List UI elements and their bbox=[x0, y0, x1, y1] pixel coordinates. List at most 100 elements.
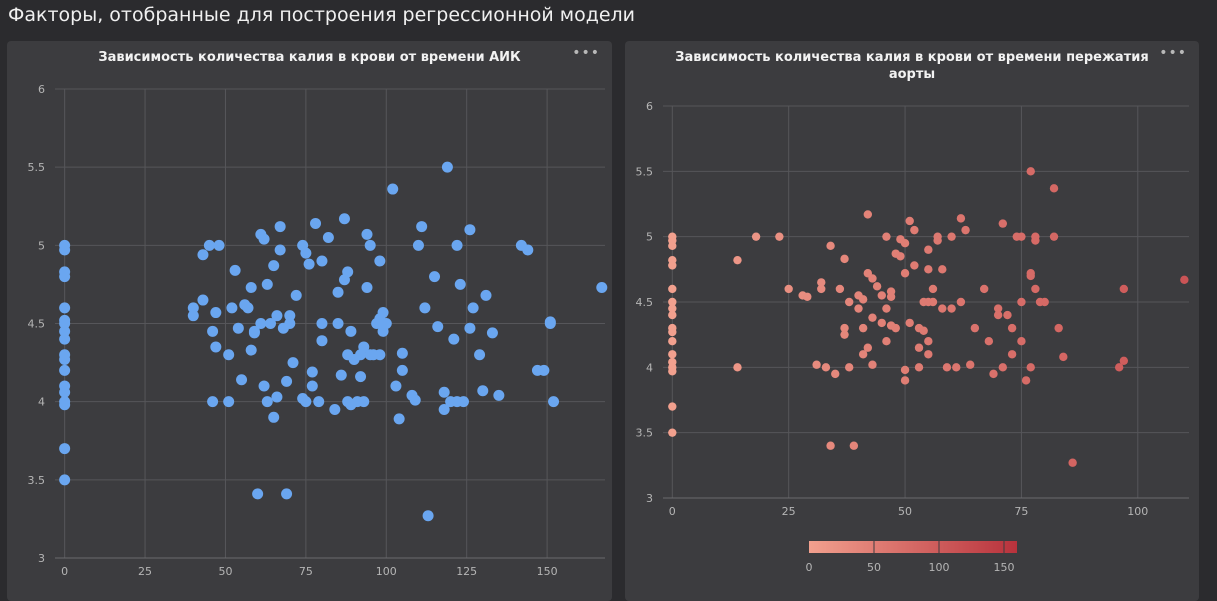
data-point bbox=[207, 396, 219, 408]
data-point bbox=[396, 347, 408, 359]
data-point bbox=[863, 210, 873, 219]
data-point bbox=[342, 266, 354, 278]
data-point bbox=[784, 284, 793, 294]
data-point bbox=[956, 214, 966, 223]
color-scale-tick-label: 0 bbox=[806, 561, 813, 574]
data-point bbox=[868, 360, 877, 369]
data-point bbox=[775, 232, 784, 241]
more-options-icon[interactable]: ••• bbox=[1159, 45, 1187, 61]
scatter-chart-clamp: 3 3.5 4 4.5 5 5.5 6 0 25 50 75 100 0 50 100 150 bbox=[636, 100, 1189, 574]
data-point bbox=[464, 224, 476, 236]
data-point bbox=[474, 349, 486, 361]
data-point bbox=[668, 284, 677, 294]
data-point bbox=[840, 323, 849, 333]
data-point bbox=[432, 321, 444, 333]
data-point bbox=[858, 323, 868, 333]
x-tick-label: 75 bbox=[299, 565, 313, 578]
data-point bbox=[933, 236, 942, 245]
x-tick-label: 25 bbox=[138, 565, 152, 578]
data-point bbox=[803, 292, 812, 301]
y-tick-label: 5 bbox=[646, 231, 653, 244]
data-point bbox=[300, 247, 312, 259]
data-point bbox=[59, 325, 71, 337]
data-point bbox=[668, 297, 677, 307]
data-point bbox=[290, 289, 302, 301]
data-point bbox=[416, 221, 428, 233]
data-point bbox=[919, 326, 928, 335]
data-point bbox=[197, 249, 209, 261]
data-point bbox=[271, 391, 283, 403]
data-point bbox=[877, 291, 886, 300]
data-point bbox=[910, 261, 919, 270]
data-point bbox=[1114, 363, 1124, 372]
data-point bbox=[1119, 356, 1129, 365]
data-point bbox=[284, 318, 296, 329]
data-point bbox=[882, 337, 891, 346]
data-point bbox=[223, 349, 235, 361]
color-scale-tick-label: 150 bbox=[994, 561, 1015, 574]
data-point bbox=[438, 403, 450, 415]
x-tick-label: 50 bbox=[898, 505, 912, 518]
data-point bbox=[332, 286, 344, 298]
data-point bbox=[668, 304, 677, 313]
data-point bbox=[59, 244, 71, 256]
data-point bbox=[961, 225, 970, 235]
data-point bbox=[480, 289, 492, 301]
data-point bbox=[355, 371, 367, 383]
data-point bbox=[338, 213, 350, 225]
data-point bbox=[989, 369, 998, 379]
y-tick-label: 4.5 bbox=[636, 296, 654, 309]
data-point bbox=[1031, 284, 1040, 294]
data-point bbox=[59, 364, 71, 376]
data-point bbox=[538, 364, 550, 376]
data-point bbox=[438, 386, 450, 398]
data-point bbox=[1049, 184, 1059, 193]
data-point bbox=[213, 239, 225, 251]
data-point bbox=[947, 304, 956, 313]
more-options-icon[interactable]: ••• bbox=[572, 45, 600, 61]
data-point bbox=[345, 325, 357, 337]
data-point bbox=[668, 261, 677, 270]
data-point bbox=[826, 441, 835, 450]
data-point bbox=[187, 310, 199, 322]
data-point bbox=[1017, 297, 1026, 307]
data-point bbox=[316, 255, 328, 267]
y-tick-label: 5.5 bbox=[636, 165, 654, 178]
data-point bbox=[1021, 376, 1031, 385]
data-point bbox=[274, 221, 286, 233]
data-point bbox=[258, 380, 270, 392]
y-tick-label: 4 bbox=[38, 396, 45, 409]
data-point bbox=[486, 327, 498, 339]
data-point bbox=[448, 333, 460, 345]
data-point bbox=[361, 228, 373, 240]
data-point bbox=[668, 310, 677, 320]
data-point bbox=[419, 302, 431, 314]
data-point bbox=[928, 284, 938, 294]
data-point bbox=[900, 376, 910, 385]
data-point bbox=[409, 394, 421, 406]
y-tick-label: 6 bbox=[646, 100, 653, 113]
data-point bbox=[281, 488, 293, 500]
data-point bbox=[454, 278, 466, 290]
data-point bbox=[924, 337, 933, 346]
data-point bbox=[255, 318, 267, 329]
data-point bbox=[59, 333, 71, 345]
data-point bbox=[210, 341, 222, 353]
data-point bbox=[868, 274, 877, 283]
data-point bbox=[1017, 232, 1026, 241]
data-point bbox=[268, 411, 280, 423]
data-point bbox=[358, 341, 370, 353]
data-point bbox=[377, 307, 389, 319]
data-point bbox=[390, 380, 402, 392]
page-title: Факторы, отобранные для построения регре… bbox=[8, 4, 636, 26]
data-point bbox=[928, 297, 938, 307]
data-point bbox=[303, 258, 315, 270]
data-point bbox=[868, 313, 877, 322]
data-point bbox=[236, 374, 248, 386]
data-point bbox=[751, 232, 761, 241]
data-point bbox=[914, 343, 924, 352]
data-point bbox=[226, 302, 238, 314]
data-point bbox=[59, 353, 71, 365]
data-point bbox=[668, 350, 677, 359]
data-point bbox=[59, 271, 71, 283]
